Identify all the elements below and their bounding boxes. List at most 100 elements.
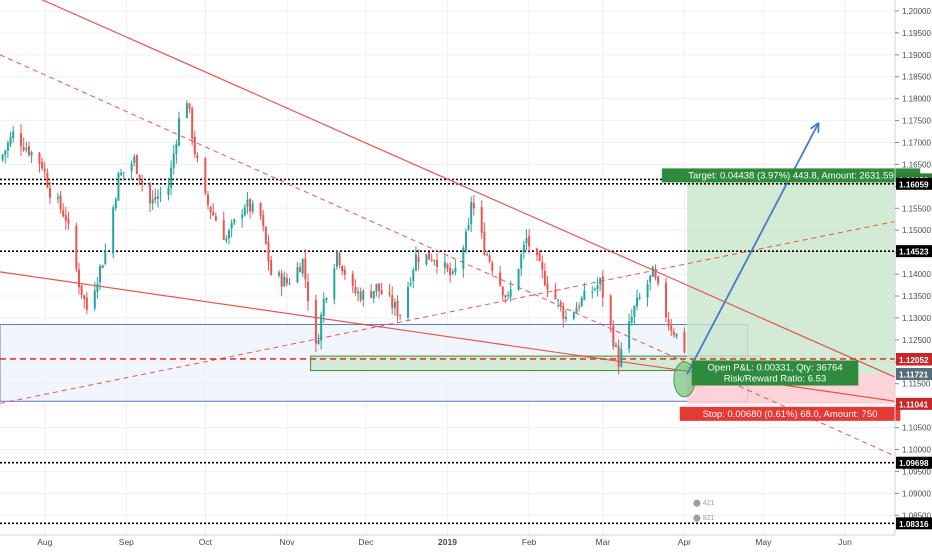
time-axis-label: Jun	[838, 537, 852, 547]
candle-up	[288, 283, 291, 285]
candle-down	[222, 219, 225, 240]
candle-down	[354, 286, 357, 294]
price-tag-1.12052: 1.12052	[899, 356, 929, 365]
candle-down	[49, 187, 52, 198]
candle-up	[333, 268, 336, 300]
candle-down	[135, 155, 138, 174]
candle-down	[270, 260, 273, 275]
candle-down	[559, 301, 562, 306]
author-watermark: ⬤ 421 ⬤ 821	[693, 499, 715, 522]
candle-up	[517, 269, 520, 290]
target-zone	[687, 179, 895, 375]
candle-up	[372, 290, 375, 299]
candle-up	[4, 150, 7, 155]
candle-down	[541, 261, 544, 270]
candle-up	[433, 260, 436, 262]
candle-up	[646, 284, 649, 298]
candle-down	[483, 231, 486, 255]
candle-up	[178, 118, 180, 146]
candle-up	[230, 223, 233, 229]
candle-down	[380, 290, 383, 295]
price-axis-label: 1.16500	[902, 160, 931, 169]
projection-arrow-line	[686, 122, 820, 375]
watermark-line: ⬤ 821	[693, 514, 715, 522]
price-tag-bg	[896, 177, 932, 190]
candle-up	[175, 143, 178, 155]
candle-up	[101, 265, 104, 269]
candle-up	[12, 131, 15, 139]
candle-down	[193, 136, 196, 155]
candle-up	[522, 244, 525, 253]
price-tag-bg	[896, 353, 932, 366]
candle-down	[417, 256, 420, 263]
candle-down	[528, 236, 531, 247]
candle-down	[59, 195, 62, 210]
price-axis-label: 1.15500	[902, 204, 931, 213]
candle-down	[488, 255, 491, 262]
candle-down	[196, 155, 199, 159]
candle-up	[296, 266, 299, 283]
candle-up	[580, 297, 583, 306]
candle-down	[670, 325, 673, 331]
price-axis-label: 1.18000	[902, 95, 931, 104]
price-axis-label: 1.14000	[902, 270, 931, 279]
price-axis-label: 1.20000	[902, 7, 931, 16]
pnl-label-text: Open P&L: 0.00331, Qty: 36764	[707, 363, 842, 374]
candle-up	[104, 251, 107, 264]
candle-down	[20, 133, 23, 147]
candle-down	[609, 295, 612, 326]
stop-label: Stop: 0.00680 (0.61%) 68.0, Amount: 750	[679, 406, 901, 421]
candle-down	[612, 325, 615, 347]
candle-up	[675, 333, 678, 337]
price-tag-bg	[896, 368, 932, 381]
candle-up	[112, 207, 115, 254]
candle-up	[636, 297, 639, 307]
candle-up	[96, 283, 99, 292]
candle-down	[262, 215, 265, 227]
candle-up	[357, 291, 359, 294]
price-axis-label: 1.17000	[902, 139, 931, 148]
candle-up	[557, 299, 560, 301]
candle-up	[243, 207, 246, 216]
candle-down	[601, 276, 604, 298]
price-axis-label: 1.09500	[902, 467, 931, 476]
candle-up	[225, 238, 228, 241]
candle-down	[578, 305, 581, 308]
price-tag-1.08316: 1.08316	[899, 520, 929, 529]
candle-up	[122, 172, 125, 174]
projection-arrow-head	[810, 122, 820, 133]
time-axis-label: May	[755, 537, 772, 547]
candle-down	[657, 276, 660, 284]
candle-down	[212, 211, 215, 216]
candle-down	[188, 103, 191, 110]
candle-down	[141, 180, 144, 183]
candle-up	[9, 136, 12, 145]
candle-up	[120, 172, 123, 175]
candle-up	[159, 193, 162, 195]
candle-up	[56, 196, 59, 199]
candle-up	[462, 248, 465, 269]
candle-up	[633, 306, 636, 317]
candle-down	[546, 283, 549, 290]
candle-down	[67, 219, 70, 224]
candle-down	[501, 286, 504, 296]
candle-up	[362, 290, 365, 300]
candle-down	[304, 258, 307, 280]
time-axis-label: Feb	[522, 537, 537, 547]
candle-down	[77, 269, 80, 288]
candle-down	[285, 278, 288, 284]
price-axis-label: 1.10500	[902, 424, 931, 433]
candle-down	[428, 251, 431, 260]
candle-up	[117, 173, 120, 201]
candle-down	[446, 264, 449, 270]
candle-up	[454, 267, 457, 273]
pnl-label-text: Risk/Reward Ratio: 6.53	[724, 374, 826, 385]
candle-up	[467, 225, 470, 230]
price-tag-1.14523: 1.14523	[899, 248, 929, 257]
candle-down	[83, 295, 86, 300]
candle-up	[583, 290, 586, 300]
candle-up	[320, 314, 323, 341]
price-axis-label: 1.10000	[902, 445, 931, 454]
